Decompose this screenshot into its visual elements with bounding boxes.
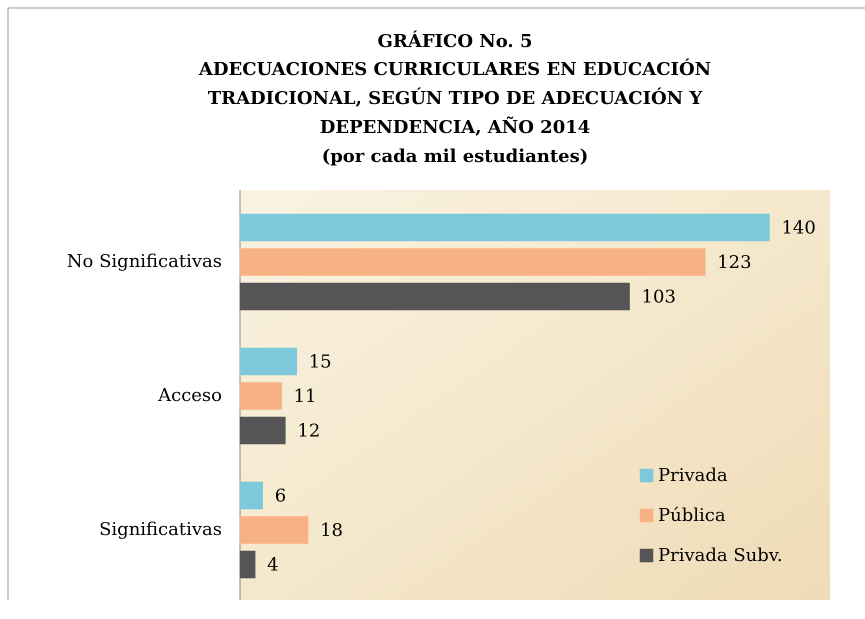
chart-subtitle: (por cada mil estudiantes) [322,146,589,167]
bar [239,481,263,510]
y-tick-label: Significativas [99,519,222,540]
chart-title: TRADICIONAL, SEGÚN TIPO DE ADECUACIÓN Y [208,86,704,109]
bar [239,213,770,242]
chart-title: ADECUACIONES CURRICULARES EN EDUCACIÓN [198,57,711,80]
legend-swatch [639,508,654,523]
bar [239,416,286,445]
bar [239,550,256,579]
data-label: 11 [294,386,317,407]
data-label: 140 [781,218,815,239]
legend-swatch [639,548,654,563]
data-label: 18 [320,520,343,541]
bar [239,347,297,376]
chart-title: GRÁFICO No. 5 [378,29,533,52]
data-label: 4 [267,555,278,576]
bar [239,382,282,410]
data-label: 15 [309,352,332,373]
y-tick-label: Acceso [157,385,222,406]
frame [7,7,865,600]
y-tick-label: No Significativas [67,251,222,272]
bar [239,516,309,544]
data-label: 6 [275,486,286,507]
data-label: 103 [642,287,676,308]
bar [239,248,706,276]
legend-label: Privada Subv. [658,545,783,566]
data-label: 123 [717,252,751,273]
bar [239,282,630,311]
chart-title: DEPENDENCIA, AÑO 2014 [320,115,591,138]
legend-label: Privada [658,465,728,486]
legend-swatch [639,468,654,483]
data-label: 12 [297,421,320,442]
legend-label: Pública [658,505,726,526]
